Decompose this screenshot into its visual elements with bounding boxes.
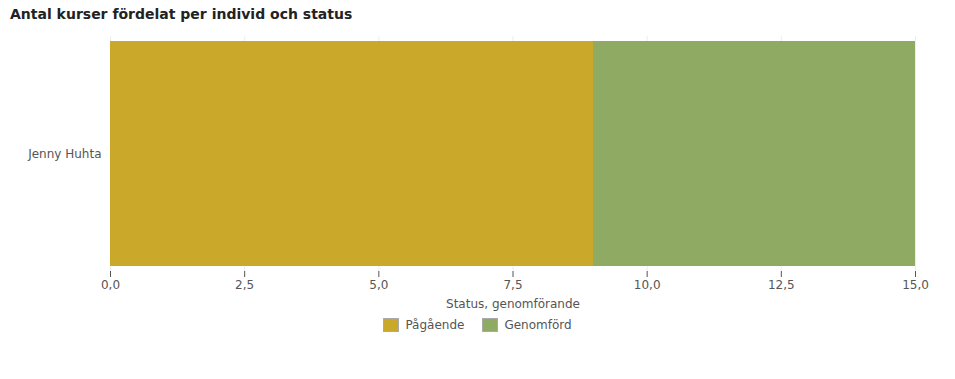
html-text:Antal kurser fördelat per indi: Antal kurser fördelat per individ och st… (10, 6, 353, 22)
svg-text:Status, genomförande: Status, genomförande (446, 297, 580, 311)
svg-text:Jenny Huhta: Jenny Huhta (27, 147, 101, 161)
html-text:Pågående: Pågående (405, 318, 465, 332)
svg-text:5,0: 5,0 (369, 278, 388, 292)
svg-text:10,0: 10,0 (634, 278, 661, 292)
svg-text:15,0: 15,0 (902, 278, 929, 292)
html-text:Genomförd: Genomförd (504, 318, 572, 332)
svg-text:7,5: 7,5 (503, 278, 522, 292)
svg-text:0,0: 0,0 (101, 278, 120, 292)
svg-text:12,5: 12,5 (768, 278, 795, 292)
svg-text:2,5: 2,5 (235, 278, 254, 292)
